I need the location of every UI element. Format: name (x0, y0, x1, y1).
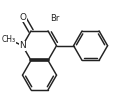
Text: CH₃: CH₃ (2, 35, 16, 44)
Text: Br: Br (50, 14, 60, 23)
Text: O: O (20, 13, 27, 22)
Text: N: N (19, 41, 26, 50)
